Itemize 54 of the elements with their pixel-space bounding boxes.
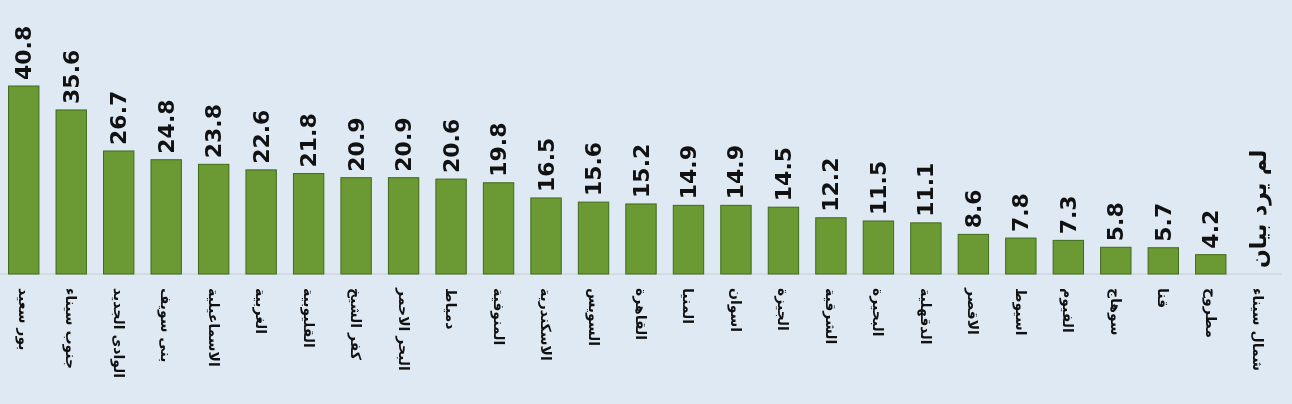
x-tick-label: السويس bbox=[584, 288, 602, 347]
data-label: 5.8 bbox=[1103, 202, 1129, 242]
x-tick-label: الاقصر bbox=[964, 287, 982, 335]
data-label: 14.5 bbox=[770, 146, 796, 202]
x-tick-label: الاسماعيلية bbox=[205, 288, 222, 367]
x-tick-label: بنى سويف bbox=[157, 288, 175, 363]
data-label: 26.7 bbox=[106, 90, 132, 145]
data-label: 21.8 bbox=[296, 113, 322, 168]
data-label: 16.5 bbox=[533, 137, 559, 192]
x-tick-label: قنا bbox=[1155, 288, 1172, 309]
data-label: 12.2 bbox=[818, 157, 844, 212]
text: لم يرد بيان bbox=[1245, 149, 1271, 268]
x-tick-label: الغربية bbox=[252, 288, 270, 335]
x-tick-label: الدقهلية bbox=[916, 288, 934, 345]
x-tick-label: الوادى الجديد bbox=[109, 288, 127, 379]
data-label: 15.6 bbox=[581, 141, 607, 197]
data-label: 40.8 bbox=[11, 25, 37, 80]
data-label: 23.8 bbox=[201, 104, 227, 159]
x-tick-label: بور سعيد bbox=[14, 288, 32, 351]
x-tick-label: كفر الشيخ bbox=[347, 288, 365, 361]
data-label: 7.8 bbox=[1008, 193, 1034, 233]
data-label: 4.2 bbox=[1198, 209, 1224, 249]
x-tick-label: القاهرة bbox=[632, 288, 649, 341]
data-label: 8.6 bbox=[960, 189, 986, 229]
data-label: 5.7 bbox=[1150, 202, 1176, 242]
x-tick-label: اسيوط bbox=[1011, 288, 1029, 336]
x-tick-label: دمياط bbox=[443, 288, 460, 330]
x-tick-label: جنوب سيناء bbox=[62, 288, 80, 370]
data-label: 20.9 bbox=[343, 117, 369, 172]
data-label: 19.8 bbox=[486, 122, 512, 177]
x-tick-label: الاسكندرية bbox=[538, 288, 555, 361]
x-tick-label: اسوان bbox=[726, 288, 744, 333]
x-tick-label: القليوبية bbox=[299, 288, 317, 348]
x-tick-label: الفيوم bbox=[1059, 288, 1077, 333]
data-label: 20.6 bbox=[438, 118, 464, 174]
x-tick-label: سوهاج bbox=[1106, 288, 1124, 336]
x-tick-label: البحر الاحمر bbox=[394, 287, 412, 371]
data-label: 20.9 bbox=[391, 117, 417, 172]
data-label: 14.9 bbox=[723, 145, 749, 200]
x-tick-label: المنيا bbox=[680, 288, 697, 325]
x-tick-label: مطروح bbox=[1201, 288, 1219, 338]
data-label: 7.3 bbox=[1055, 195, 1081, 235]
data-label: 35.6 bbox=[58, 49, 84, 104]
x-tick-label: الشرقية bbox=[821, 288, 839, 345]
data-label: 11.1 bbox=[913, 162, 939, 217]
data-label: 24.8 bbox=[153, 99, 179, 154]
data-label: 14.9 bbox=[675, 145, 701, 200]
data-label: 22.6 bbox=[248, 109, 274, 164]
x-tick-label: الجيزة bbox=[774, 288, 792, 331]
data-label: 11.5 bbox=[865, 160, 891, 216]
x-tick-label: شمال سيناء bbox=[1250, 288, 1267, 372]
data-label: 15.2 bbox=[628, 143, 654, 198]
x-tick-label: المنوفية bbox=[489, 288, 507, 346]
x-tick-label: البحيرة bbox=[869, 288, 887, 337]
